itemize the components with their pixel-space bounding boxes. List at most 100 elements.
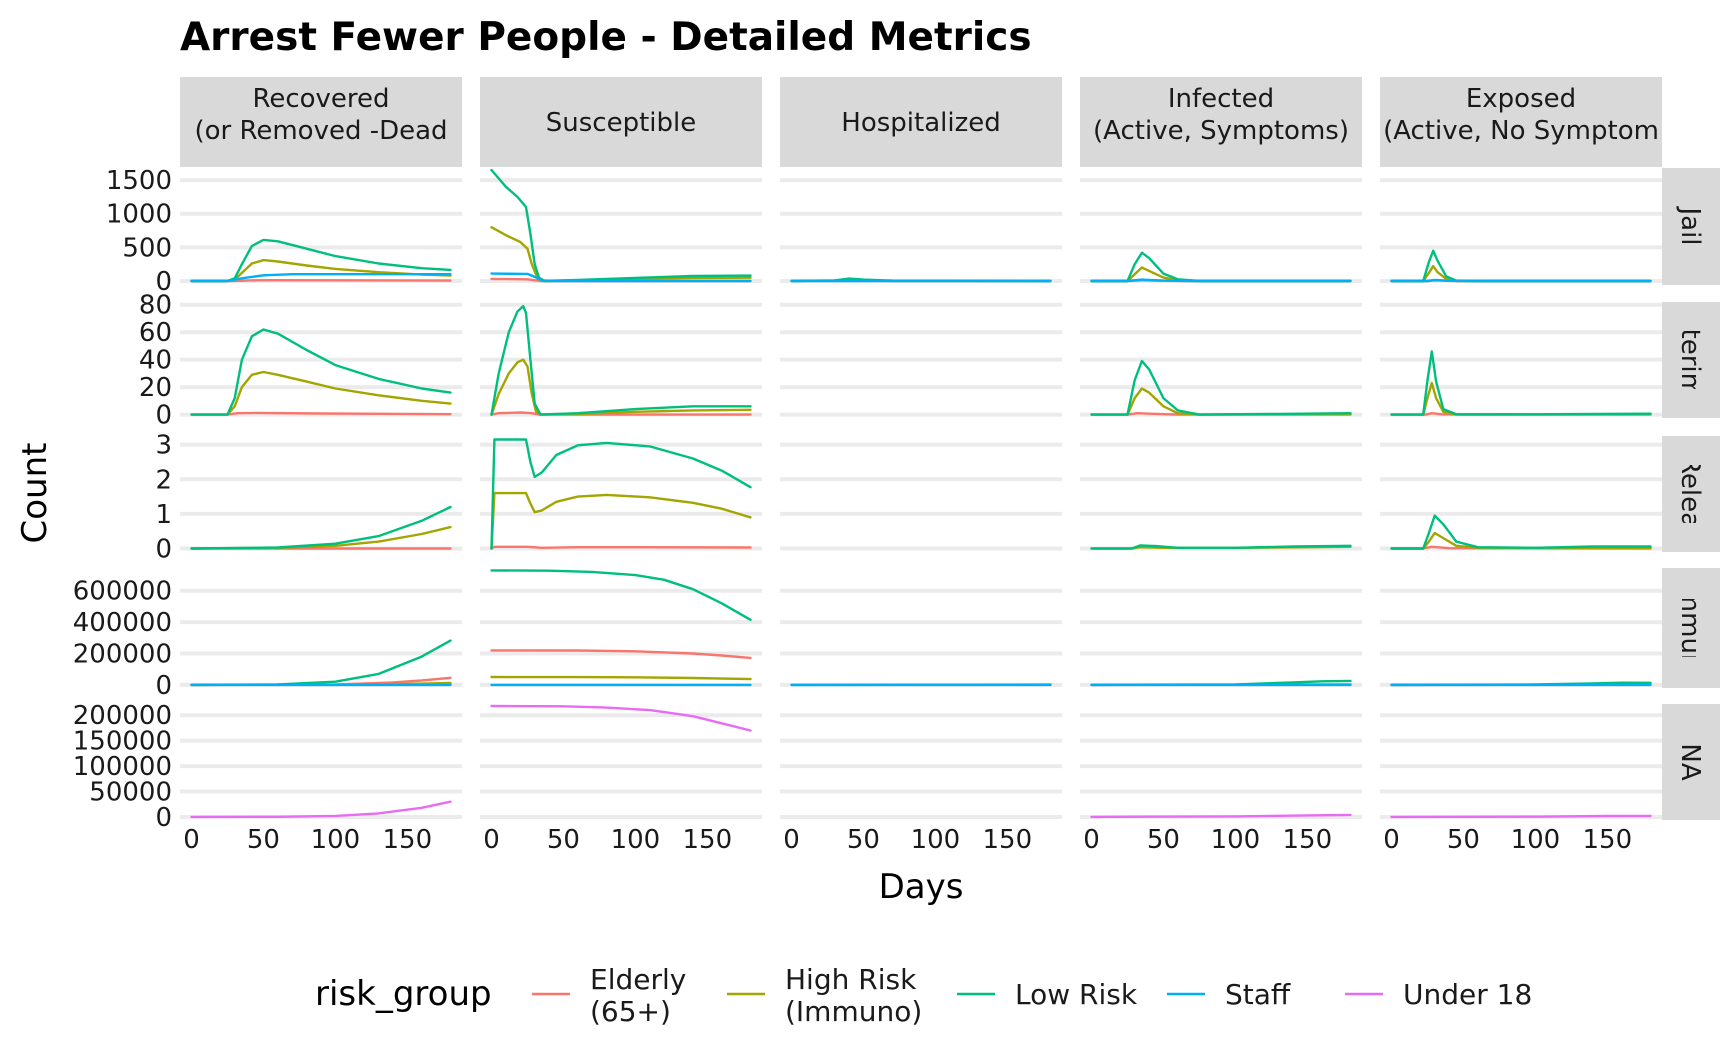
panel-lines (190, 800, 452, 819)
x-tick-label: 0 (1083, 825, 1100, 855)
gridlines (180, 178, 1662, 819)
y-tick-label: 0 (155, 535, 172, 565)
y-tick-label: 2 (155, 465, 172, 495)
x-tick-label: 0 (1383, 825, 1400, 855)
column-strip: Hospitalized (780, 77, 1062, 167)
y-tick-label: 500 (122, 233, 172, 263)
x-tick-label: 50 (247, 825, 280, 855)
legend-label: Staff (1225, 978, 1291, 1011)
panel-lines (790, 277, 1052, 283)
y-tick-label: 400000 (73, 608, 172, 638)
row-strip-label: NA (1675, 743, 1705, 780)
y-tick-label: 60 (139, 318, 172, 348)
series-line (190, 258, 452, 283)
y-tick-label: 20 (139, 373, 172, 403)
x-tick-label: 0 (183, 825, 200, 855)
chart-title: Arrest Fewer People - Detailed Metrics (180, 15, 1032, 60)
panel-lines (1390, 681, 1652, 687)
legend-label: High Risk (Immuno) (785, 963, 922, 1028)
panel-lines (1090, 359, 1352, 416)
legend-label: Elderly (65+) (590, 963, 686, 1028)
y-tick-label: 80 (139, 291, 172, 321)
legend-label: Under 18 (1403, 978, 1532, 1011)
column-strip-label: Infected (Active, Symptoms) (1093, 84, 1349, 146)
x-tick-label: 150 (1283, 825, 1333, 855)
x-tick-label: 0 (483, 825, 500, 855)
y-tick-label: 0 (155, 671, 172, 701)
series-line (490, 649, 752, 660)
panel-lines (1390, 249, 1652, 283)
series-line (1090, 813, 1352, 819)
y-tick-label: 3 (155, 431, 172, 461)
series-line (490, 358, 752, 416)
series-line (1090, 251, 1352, 283)
y-tick-label: 0 (155, 803, 172, 833)
series-line (1090, 359, 1352, 416)
series-line (490, 569, 752, 621)
x-tick-label: 150 (383, 825, 433, 855)
panel-lines (1090, 813, 1352, 819)
series-line (190, 370, 452, 416)
panel-lines (490, 438, 752, 550)
panel-lines (490, 168, 752, 283)
legend: risk_group Elderly (65+) High Risk (Immuno) L… (315, 963, 1532, 1028)
y-tick-label: 600000 (73, 577, 172, 607)
legend-item: Low Risk (957, 978, 1138, 1011)
column-strip: Infected (Active, Symptoms) (1080, 77, 1362, 167)
y-tick-label: 200000 (73, 639, 172, 669)
series-line (490, 438, 752, 550)
x-tick-label: 100 (1511, 825, 1561, 855)
series-line (1390, 249, 1652, 283)
panel-lines (490, 304, 752, 416)
column-strip: Susceptible (480, 77, 762, 167)
y-tick-label: 50000 (89, 778, 172, 808)
x-tick-label: 150 (983, 825, 1033, 855)
panel-lines (1090, 544, 1352, 550)
x-tick-label: 100 (611, 825, 661, 855)
row-strip-label: Release - Release Interim (1675, 329, 1705, 660)
panel-lines (190, 505, 452, 550)
x-tick-label: 100 (1211, 825, 1261, 855)
series-line (190, 639, 452, 687)
legend-title: risk_group (315, 974, 492, 1014)
y-tick-label: 0 (155, 401, 172, 431)
x-tick-label: 50 (847, 825, 880, 855)
panel-lines (190, 639, 452, 687)
row-strip: Release Interim - Release (1662, 195, 1720, 526)
panel-lines (190, 238, 452, 283)
series-line (1090, 544, 1352, 550)
legend-item: Under 18 (1345, 978, 1532, 1011)
x-tick-label: 50 (1447, 825, 1480, 855)
row-strip-label: Jail (1675, 205, 1705, 245)
panel-lines (1090, 679, 1352, 687)
column-strip-label: Exposed (Active, No Symptom (1383, 84, 1659, 146)
series-line (490, 491, 752, 550)
row-strip-label: Release Interim - Release (1675, 195, 1705, 526)
series-line (190, 411, 452, 416)
panel-lines (190, 328, 452, 416)
panel-lines (1390, 350, 1652, 416)
series-line (490, 545, 752, 550)
y-tick-label: 150000 (73, 727, 172, 757)
series-line (490, 675, 752, 681)
x-tick-label: 0 (783, 825, 800, 855)
row-strip: NA (1662, 704, 1720, 820)
y-tick-label: 1500 (106, 166, 172, 196)
series-line (490, 272, 752, 283)
series-line (1390, 814, 1652, 819)
series-line (490, 704, 752, 732)
column-strip: Recovered (or Removed -Dead (180, 77, 462, 167)
y-tick-label: 0 (155, 267, 172, 297)
panel-lines (1090, 251, 1352, 283)
y-tick-label: 200000 (73, 701, 172, 731)
column-strip-label: Recovered (or Removed -Dead (194, 84, 447, 146)
x-tick-label: 50 (1147, 825, 1180, 855)
column-strip-label: Hospitalized (841, 108, 1000, 138)
series-line (190, 505, 452, 550)
x-tick-label: 100 (911, 825, 961, 855)
x-axis-title: Days (879, 867, 964, 907)
panel-lines (1390, 514, 1652, 550)
legend-item: Elderly (65+) (532, 963, 686, 1028)
panel-lines (490, 704, 752, 732)
